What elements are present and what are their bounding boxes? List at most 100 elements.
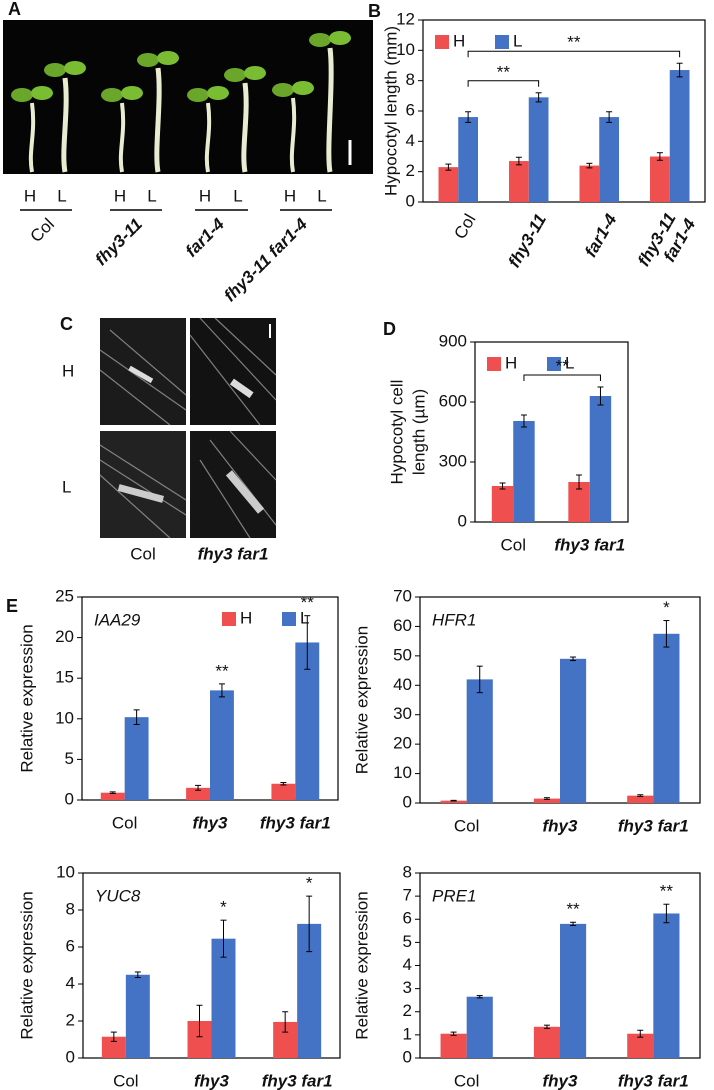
legend-swatch xyxy=(547,357,561,371)
bar xyxy=(440,1033,467,1058)
legend-label: H xyxy=(240,608,252,627)
y-axis-label: Relative expression xyxy=(352,891,371,1039)
bar xyxy=(533,1026,560,1058)
bar xyxy=(273,1021,298,1058)
legend-swatch xyxy=(495,35,509,49)
y-tick-label: 0 xyxy=(403,792,412,811)
hypocotyl xyxy=(118,102,126,173)
bar xyxy=(187,1021,212,1058)
legend-swatch xyxy=(487,357,501,371)
bar xyxy=(509,161,529,202)
plot-frame xyxy=(474,341,629,523)
genotype-label: fhy3 far1 xyxy=(198,544,269,563)
bar xyxy=(101,1036,126,1058)
significance: ** xyxy=(301,593,315,612)
hypocotyl xyxy=(204,102,212,173)
y-tick-label: 10 xyxy=(55,708,74,727)
y-tick-label: 15 xyxy=(55,668,74,687)
y-tick-label: 8 xyxy=(66,899,75,918)
legend-label: L xyxy=(513,31,522,50)
significance: * xyxy=(663,598,670,617)
y-tick-label: 0 xyxy=(458,511,467,530)
panel-label: C xyxy=(60,314,73,334)
x-tick-label: fhy3 far1 xyxy=(554,535,625,554)
legend-swatch xyxy=(222,612,236,626)
genotype-label: fhy3-11 xyxy=(91,215,146,270)
significance: ** xyxy=(497,62,511,81)
condition-label: L xyxy=(57,186,66,205)
y-tick-label: 6 xyxy=(66,936,75,955)
y-tick-label: 10 xyxy=(56,862,75,881)
bar xyxy=(297,923,322,1058)
cotyledon xyxy=(329,31,351,45)
y-axis-label: Hypocotyl cell xyxy=(387,380,406,485)
x-tick-label: fhy3 far1 xyxy=(262,1071,333,1090)
legend-label: L xyxy=(565,353,574,372)
bar xyxy=(560,658,587,803)
significance-bracket xyxy=(467,80,540,87)
x-tick-label: fhy3 far1 xyxy=(260,813,331,832)
y-tick-label: 4 xyxy=(66,973,75,992)
cotyledon xyxy=(31,86,53,100)
cotyledon xyxy=(272,83,294,97)
bar xyxy=(650,156,670,202)
cotyledon xyxy=(292,81,314,95)
cotyledon xyxy=(101,88,123,102)
y-tick-label: 40 xyxy=(393,675,412,694)
condition-label: H xyxy=(284,186,296,205)
y-tick-label: 20 xyxy=(393,734,412,753)
legend-label: H xyxy=(505,353,517,372)
significance-bracket xyxy=(523,374,601,381)
y-tick-label: 600 xyxy=(439,391,467,410)
legend-label: H xyxy=(453,31,465,50)
cotyledon xyxy=(64,61,86,75)
cotyledon xyxy=(309,33,331,47)
gene-label: HFR1 xyxy=(432,610,476,629)
hypocotyl xyxy=(289,97,297,173)
bar xyxy=(627,1033,654,1058)
significance: ** xyxy=(660,882,674,901)
legend-label: L xyxy=(300,608,309,627)
y-tick-label: 60 xyxy=(393,616,412,635)
x-tick-label: fhy3 far1 xyxy=(618,1071,689,1090)
significance: ** xyxy=(215,661,229,680)
y-tick-label: 10 xyxy=(393,763,412,782)
cotyledon xyxy=(207,86,229,100)
panel-label: E xyxy=(6,596,18,616)
significance: ** xyxy=(567,33,581,52)
x-tick-label: Col xyxy=(113,1071,139,1090)
y-tick-label: 6 xyxy=(403,909,412,928)
y-tick-label: 2 xyxy=(403,1001,412,1020)
bar xyxy=(579,165,600,202)
x-tick-label: far1-4 xyxy=(581,210,621,260)
x-tick-label: Col xyxy=(112,813,138,832)
gene-label: IAA29 xyxy=(94,610,141,629)
x-tick-label: Col xyxy=(500,535,526,554)
y-tick-label: 12 xyxy=(396,9,415,28)
bar xyxy=(438,167,459,202)
bar xyxy=(669,70,690,202)
bar xyxy=(124,717,149,800)
gene-label: PRE1 xyxy=(432,886,476,905)
bar xyxy=(533,798,560,803)
condition-label: L xyxy=(147,186,156,205)
gene-label: YUC8 xyxy=(95,886,141,905)
y-tick-label: 6 xyxy=(406,100,415,119)
hypocotyl xyxy=(326,47,334,173)
hypocotyl xyxy=(28,102,36,173)
cotyledon xyxy=(11,88,33,102)
bar xyxy=(125,974,150,1058)
bar xyxy=(627,795,654,803)
panel-label: A xyxy=(8,0,21,19)
y-tick-label: 0 xyxy=(66,1047,75,1066)
condition-label: H xyxy=(114,186,126,205)
y-tick-label: 0 xyxy=(406,191,415,210)
bar xyxy=(560,923,587,1058)
significance: * xyxy=(306,874,313,893)
y-axis-label: Relative expression xyxy=(17,624,36,772)
y-tick-label: 0 xyxy=(403,1047,412,1066)
y-tick-label: 300 xyxy=(439,451,467,470)
cotyledon xyxy=(121,86,143,100)
y-tick-label: 2 xyxy=(406,161,415,180)
